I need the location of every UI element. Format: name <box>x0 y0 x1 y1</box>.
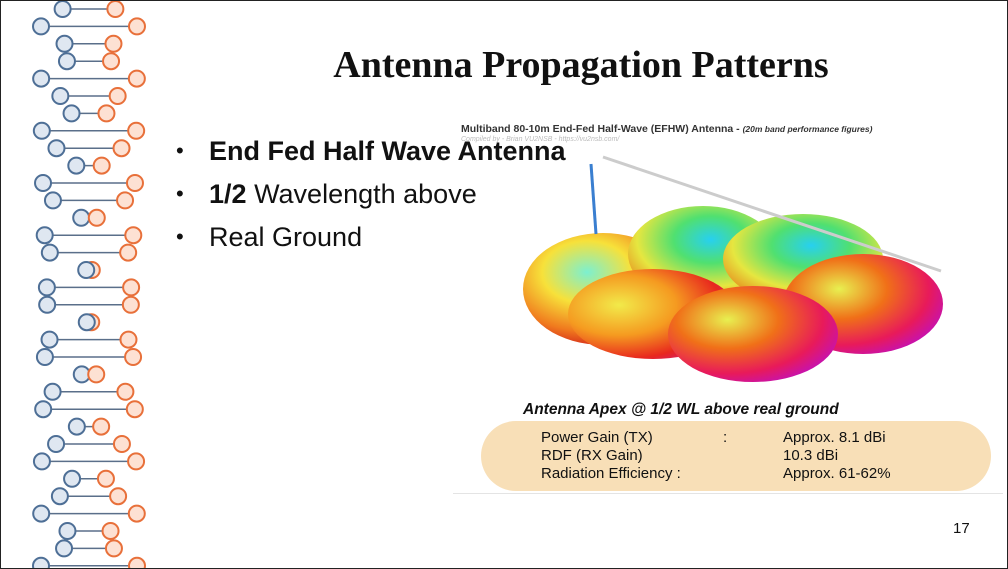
dna-part <box>77 313 96 332</box>
dna-part <box>102 52 121 71</box>
dna-part <box>96 469 115 488</box>
dna-part <box>101 522 120 540</box>
slide-title: Antenna Propagation Patterns <box>333 44 829 86</box>
dna-part <box>40 330 59 349</box>
bullet-item: Real Ground <box>176 222 566 265</box>
dna-part <box>112 139 131 158</box>
dna-part <box>40 243 59 262</box>
bullet-bold: 1/2 <box>209 179 247 209</box>
dna-part <box>127 17 146 36</box>
dna-part <box>50 487 69 506</box>
header-text: Multiband 80-10m End-Fed Half-Wave (EFHW… <box>461 123 740 135</box>
dna-part <box>32 121 51 140</box>
dna-part <box>43 382 62 401</box>
stat-label: RDF (RX Gain) <box>541 447 643 464</box>
dna-part <box>63 469 82 488</box>
dna-part <box>55 34 74 53</box>
dna-part <box>104 539 123 558</box>
dna-part <box>109 487 128 506</box>
dna-part <box>108 87 127 105</box>
dna-part <box>67 156 86 175</box>
dna-part <box>112 435 131 453</box>
dna-part <box>55 539 74 558</box>
dna-decoration <box>32 1 146 568</box>
divider <box>453 493 1003 494</box>
dna-part <box>87 208 106 227</box>
dna-part <box>125 174 144 192</box>
dna-part <box>35 226 54 245</box>
dna-part <box>57 52 76 71</box>
stat-separator: : <box>723 429 728 446</box>
dna-part <box>122 278 141 297</box>
dna-part <box>32 452 51 471</box>
dna-part <box>127 452 146 471</box>
bullet-item: 1/2 Wavelength above <box>176 179 566 222</box>
stat-value: Approx. 61-62% <box>783 465 891 482</box>
dna-part <box>38 295 57 314</box>
stat-value: Approx. 8.1 dBi <box>783 429 886 446</box>
dna-part <box>127 69 146 88</box>
bullet-text: Wavelength above <box>254 179 477 209</box>
dna-part <box>77 261 96 279</box>
dna-part <box>104 34 123 53</box>
dna-part <box>116 382 135 401</box>
bullet-item: End Fed Half Wave Antenna <box>176 136 566 179</box>
dna-part <box>67 417 86 436</box>
dna-part <box>119 243 138 262</box>
header-note: (20m band performance figures) <box>742 124 873 134</box>
dna-part <box>127 556 146 568</box>
figure-caption: Antenna Apex @ 1/2 WL above real ground <box>523 401 839 418</box>
dna-part <box>32 69 51 88</box>
dna-part <box>32 504 51 523</box>
stat-label: Power Gain (TX) <box>541 429 653 446</box>
dna-part <box>121 295 140 314</box>
dna-part <box>92 417 111 436</box>
dna-part <box>34 174 53 192</box>
dna-part <box>127 504 146 523</box>
dna-part <box>47 435 66 453</box>
bullet-bold: End Fed Half Wave Antenna <box>209 136 566 166</box>
dna-part <box>62 104 81 123</box>
dna-part <box>106 1 125 18</box>
bullet-text: Real Ground <box>209 222 363 252</box>
dna-part <box>43 191 62 210</box>
dna-part <box>97 104 116 123</box>
dna-part <box>47 139 66 158</box>
page-number: 17 <box>953 520 970 537</box>
bullet-list: End Fed Half Wave Antenna 1/2 Wavelength … <box>176 136 566 265</box>
dna-part <box>53 1 72 18</box>
figure-header: Multiband 80-10m End-Fed Half-Wave (EFHW… <box>461 123 872 135</box>
dna-part <box>32 17 51 36</box>
dna-part <box>32 556 51 568</box>
dna-part <box>51 87 70 105</box>
stats-panel: Power Gain (TX): Approx. 8.1 dBi RDF (RX G… <box>481 421 991 491</box>
dna-part <box>35 348 54 366</box>
dna-part <box>58 522 77 540</box>
dna-part <box>34 400 53 419</box>
dna-part <box>87 365 106 384</box>
dna-part <box>92 156 111 175</box>
dna-part <box>72 208 91 227</box>
stat-label: Radiation Efficiency : <box>541 465 681 482</box>
stat-value: 10.3 dBi <box>783 447 839 464</box>
dna-part <box>124 348 143 366</box>
dna-part <box>125 400 144 419</box>
dna-part <box>127 121 146 140</box>
dna-part <box>119 330 138 349</box>
dna-part <box>116 191 135 210</box>
dna-part <box>124 226 143 245</box>
dna-part <box>37 278 56 297</box>
